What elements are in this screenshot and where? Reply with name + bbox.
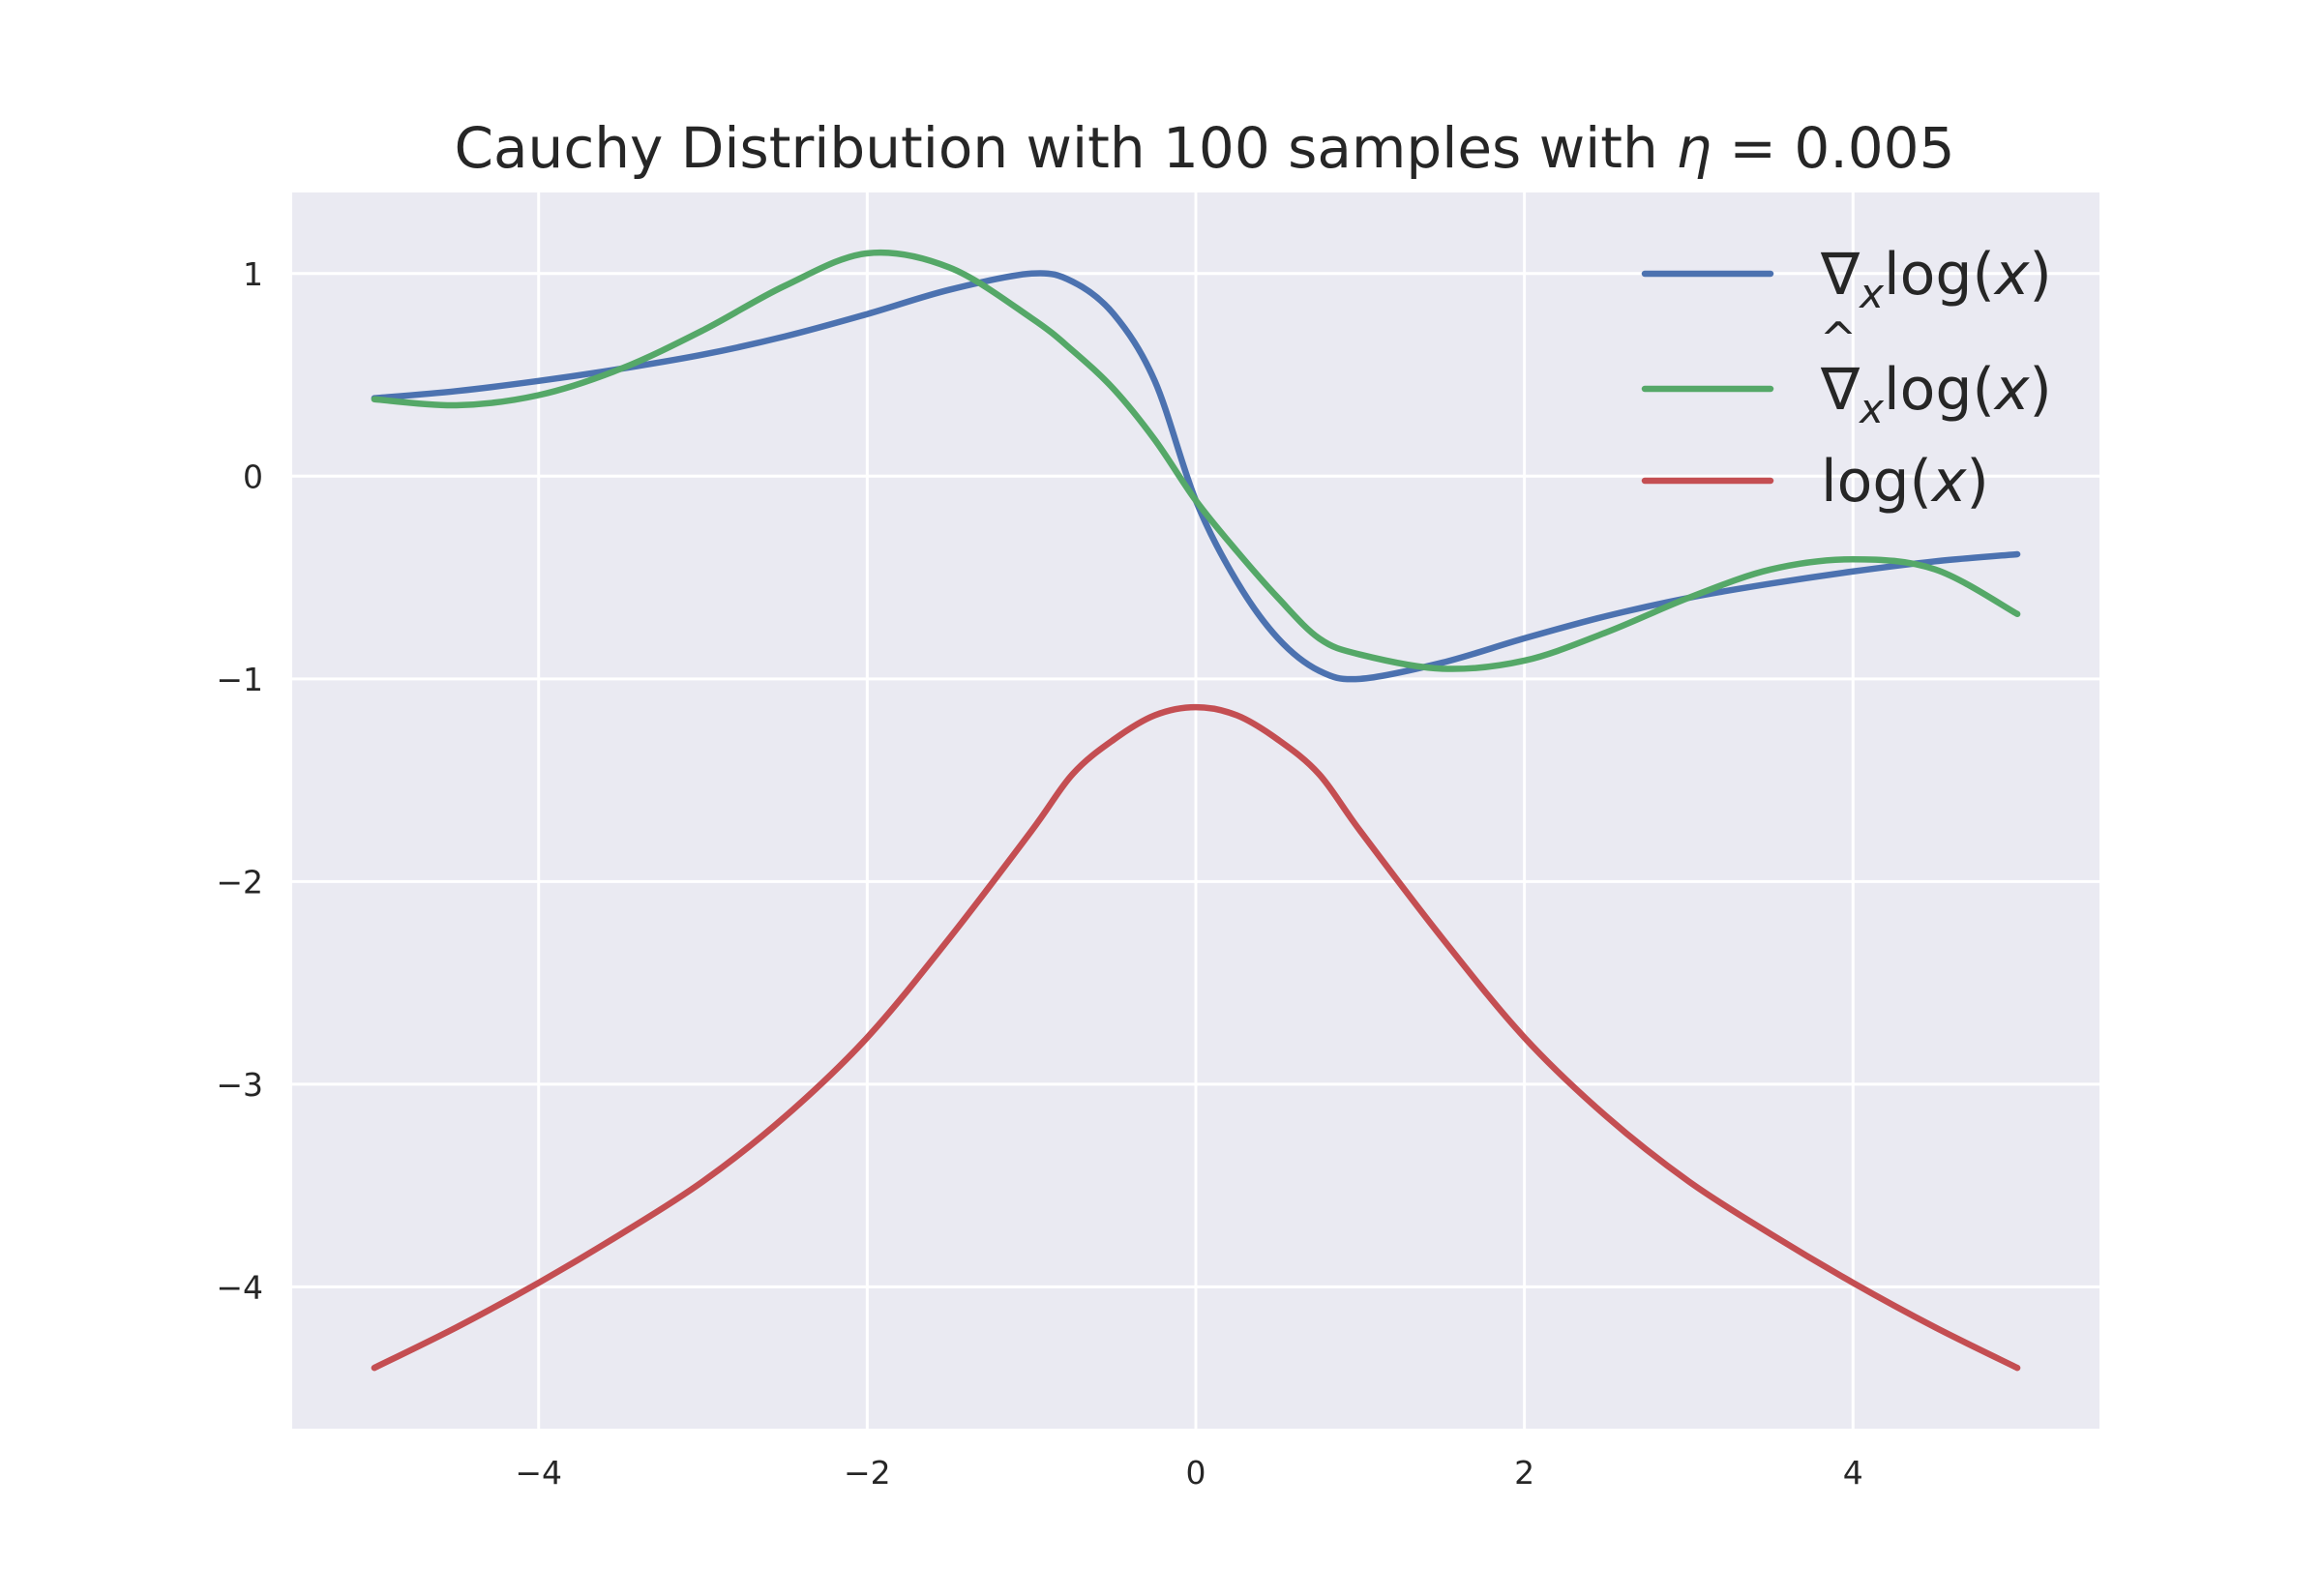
legend-func: log( — [1884, 241, 1995, 309]
legend-entry-label: log(x) — [1821, 448, 1989, 516]
legend-nabla: ∇ — [1820, 241, 1861, 309]
y-tick-label: 0 — [243, 458, 263, 495]
y-tick-labels: 1 0 −1 −2 −3 −4 — [216, 255, 263, 1307]
y-tick-label: 1 — [243, 255, 263, 293]
legend-close-paren: ) — [2029, 241, 2051, 309]
x-tick-label: 4 — [1843, 1454, 1863, 1492]
x-tick-label: −4 — [515, 1454, 562, 1492]
legend-func: log( — [1821, 448, 1932, 516]
legend-subscript: x — [1858, 385, 1885, 432]
chart-title-prefix: Cauchy Distribution with 100 samples wit… — [455, 115, 1677, 181]
legend-var: x — [1930, 448, 1967, 516]
legend-close-paren: ) — [1966, 448, 1988, 516]
y-tick-label: −4 — [216, 1268, 263, 1306]
legend-var: x — [1993, 241, 2030, 309]
series-layer — [371, 249, 2021, 1372]
series-line-log — [371, 703, 2021, 1372]
x-tick-label: 2 — [1514, 1454, 1534, 1492]
legend: ∇xlog(x)∇xlog(x)^log(x) — [1641, 241, 2052, 516]
legend-var: x — [1993, 356, 2030, 424]
x-tick-labels: −4 −2 0 2 4 — [515, 1454, 1862, 1492]
chart-title: Cauchy Distribution with 100 samples wit… — [455, 115, 1955, 181]
legend-close-paren: ) — [2029, 356, 2051, 424]
legend-entry-label: ∇xlog(x) — [1820, 356, 2052, 432]
chart-title-symbol: η — [1676, 115, 1712, 181]
legend-entry-label: ∇xlog(x) — [1820, 241, 2052, 317]
grid-lines — [292, 192, 2099, 1429]
y-tick-label: −3 — [216, 1066, 263, 1104]
legend-func: log( — [1884, 356, 1995, 424]
legend-hat-accent: ^ — [1820, 312, 1858, 365]
y-tick-label: −2 — [216, 863, 263, 901]
x-tick-label: −2 — [844, 1454, 891, 1492]
y-tick-label: −1 — [216, 661, 263, 698]
chart-title-suffix: = 0.005 — [1712, 115, 1955, 181]
legend-subscript: x — [1858, 270, 1885, 317]
series-line-estimated-grad-log — [371, 249, 2021, 672]
legend-nabla: ∇ — [1820, 356, 1861, 424]
x-tick-label: 0 — [1186, 1454, 1206, 1492]
